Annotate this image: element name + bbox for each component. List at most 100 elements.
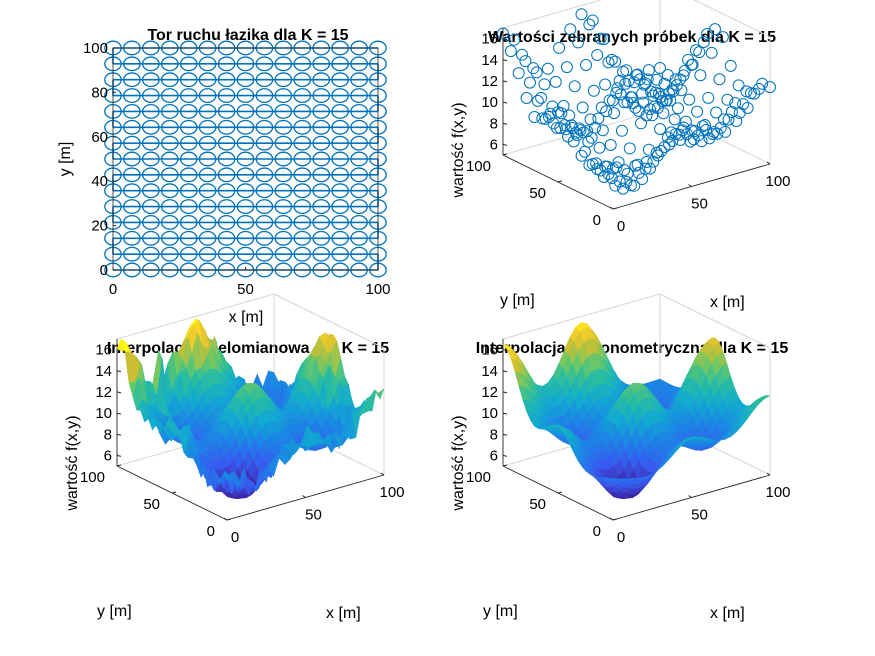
x-tick-mark	[609, 206, 614, 210]
sample-point	[649, 86, 662, 99]
path-sample-point	[274, 230, 293, 246]
sample-point	[585, 131, 598, 144]
path-sample-point	[217, 88, 236, 104]
y-tick-mark	[557, 180, 563, 183]
x-tick-label: 0	[231, 529, 239, 546]
path-sample-point	[142, 183, 160, 199]
z-tick-label: 8	[104, 426, 112, 443]
sample-point	[651, 149, 664, 162]
sample-point	[632, 166, 645, 179]
path-sample-point	[142, 103, 160, 119]
sample-point	[571, 129, 584, 142]
sample-point	[679, 115, 692, 128]
x-tick-mark	[609, 517, 614, 521]
z-tick-label: 6	[490, 447, 498, 464]
axes-box-line	[659, 293, 771, 349]
path-sample-point	[274, 167, 293, 183]
sample-point	[580, 58, 592, 71]
path-sample-point	[331, 72, 349, 88]
path-sample-point	[312, 199, 331, 215]
z-tick-label: 6	[104, 447, 112, 464]
sample-point	[705, 46, 718, 59]
sample-point	[594, 32, 607, 45]
sample-point	[613, 175, 626, 188]
x-tick-label: 50	[691, 507, 708, 524]
path-sample-point	[142, 72, 160, 88]
sample-point	[694, 69, 707, 82]
path-sample-point	[255, 119, 274, 135]
sample-point	[710, 106, 723, 119]
path-sample-point	[160, 56, 179, 72]
sample-point	[729, 97, 742, 110]
path-sample-point	[217, 103, 236, 119]
x-tick-label: 100	[379, 484, 404, 501]
sample-point	[664, 94, 677, 107]
path-sample-point	[331, 88, 349, 104]
path-sample-point	[312, 72, 331, 88]
sample-point	[647, 155, 660, 168]
z-tick-mark	[502, 454, 508, 457]
path-sample-point	[350, 88, 368, 104]
z-tick-mark	[116, 433, 122, 436]
path-sample-point	[236, 214, 255, 230]
y-tick-mark	[502, 464, 508, 467]
sample-point	[655, 145, 668, 158]
sample-point	[677, 69, 690, 82]
path-sample-point	[350, 56, 368, 72]
path-plot-title: Tor ruchu łazika dla K = 15	[147, 27, 348, 44]
path-sample-point	[350, 103, 368, 119]
sample-point	[528, 111, 541, 124]
path-sample-point	[293, 72, 312, 88]
x-tick-label: 100	[765, 173, 790, 190]
path-sample-point	[142, 246, 160, 262]
y-tick-label: 40	[91, 173, 108, 190]
sample-point	[508, 33, 521, 46]
sample-point	[683, 93, 696, 106]
path-sample-point	[179, 56, 198, 72]
path-sample-point	[293, 199, 312, 215]
path-sample-point	[179, 167, 198, 183]
path-sample-point	[217, 72, 236, 88]
path-sample-point	[236, 230, 255, 246]
sample-point	[530, 66, 543, 79]
sample-point	[629, 159, 642, 172]
z-tick-mark	[116, 391, 122, 394]
path-sample-point	[293, 151, 312, 167]
path-sample-point	[123, 230, 141, 246]
x-tick-label: 0	[109, 281, 117, 298]
sample-point	[531, 94, 544, 107]
sample-point	[604, 138, 617, 151]
sample-point	[645, 85, 658, 98]
path-sample-point	[293, 167, 312, 183]
sample-point	[657, 107, 670, 120]
z-tick-mark	[502, 59, 508, 62]
sample-point	[722, 113, 735, 126]
path-sample-point	[179, 151, 198, 167]
path-sample-point	[274, 151, 293, 167]
y-tick-mark	[226, 518, 232, 521]
sample-point	[628, 179, 641, 192]
surface-patch	[605, 477, 615, 479]
path-sample-point	[179, 183, 198, 199]
sample-point	[666, 134, 679, 147]
path-sample-point	[312, 246, 331, 262]
trig-surface-plot-marks	[502, 321, 771, 500]
path-sample-point	[255, 230, 274, 246]
sample-point	[666, 83, 679, 96]
sample-point	[702, 91, 715, 104]
path-sample-point	[179, 246, 198, 262]
x-tick-label: 0	[617, 529, 625, 546]
path-sample-point	[255, 183, 274, 199]
sample-point	[642, 143, 655, 156]
path-sample-point	[198, 199, 217, 215]
path-sample-point	[331, 199, 349, 215]
sample-point	[586, 14, 599, 27]
sample-point	[563, 109, 576, 122]
z-tick-mark	[502, 349, 508, 352]
sample-point	[695, 135, 708, 148]
path-sample-point	[198, 119, 217, 135]
sample-point	[520, 92, 533, 105]
sample-point	[527, 62, 540, 75]
sample-point	[709, 23, 721, 36]
sample-point	[595, 101, 608, 114]
